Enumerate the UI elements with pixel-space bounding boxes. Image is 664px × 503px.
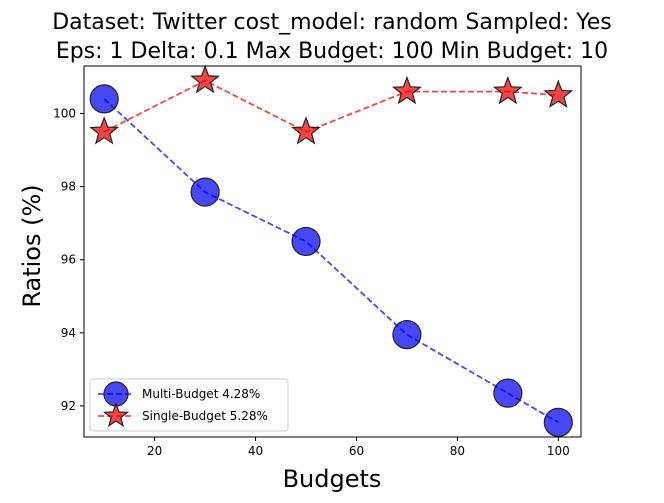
series-1-point [493, 378, 523, 408]
legend-label: Single-Budget 5.28% [142, 409, 268, 423]
y-tick-label: 100 [53, 107, 76, 121]
series-1-point [89, 84, 119, 114]
series-1-point [543, 407, 573, 437]
series-2-line [103, 79, 559, 133]
x-tick-label: 40 [248, 444, 263, 458]
series-1 [89, 84, 573, 437]
legend: Multi-Budget 4.28% Single-Budget 5.28% [89, 378, 289, 432]
y-tick-label: 96 [61, 253, 76, 267]
series-2-point [492, 75, 523, 105]
x-tick-label: 80 [450, 444, 465, 458]
y-tick-label: 98 [61, 180, 76, 194]
series-layer [89, 64, 574, 437]
legend-entry-2: Single-Budget 5.28% [98, 402, 268, 428]
x-tick-label: 60 [349, 444, 364, 458]
plot-frame [83, 65, 582, 438]
chart-title-line-1: Dataset: Twitter cost_model: random Samp… [52, 10, 612, 35]
series-1-point [291, 226, 321, 257]
x-tick-label: 20 [147, 444, 162, 458]
series-2-point [291, 116, 321, 145]
legend-box [89, 378, 289, 432]
x-axis-label: Budgets [283, 465, 382, 493]
y-axis-label: Ratios (%) [18, 184, 46, 307]
legend-label: Multi-Budget 4.28% [142, 387, 260, 401]
series-2-point [543, 79, 574, 108]
x-tick-label: 100 [547, 444, 570, 458]
series-2-point [190, 64, 221, 94]
series-2-point [391, 75, 422, 105]
series-2 [89, 64, 574, 145]
series-1-point [190, 177, 220, 207]
legend-marker [102, 402, 130, 428]
series-1-point [392, 320, 422, 350]
legend-entry-1: Multi-Budget 4.28% [98, 381, 260, 407]
y-tick-label: 92 [61, 399, 76, 413]
series-2-point [89, 116, 120, 145]
plot-area [84, 66, 581, 437]
y-tick-label: 94 [61, 326, 76, 340]
chart-title-line-2: Eps: 1 Delta: 0.1 Max Budget: 100 Min Bu… [56, 39, 608, 64]
axes: 20 40 60 80 100 92 94 96 98 100 [53, 65, 582, 458]
plot-background [84, 66, 581, 437]
